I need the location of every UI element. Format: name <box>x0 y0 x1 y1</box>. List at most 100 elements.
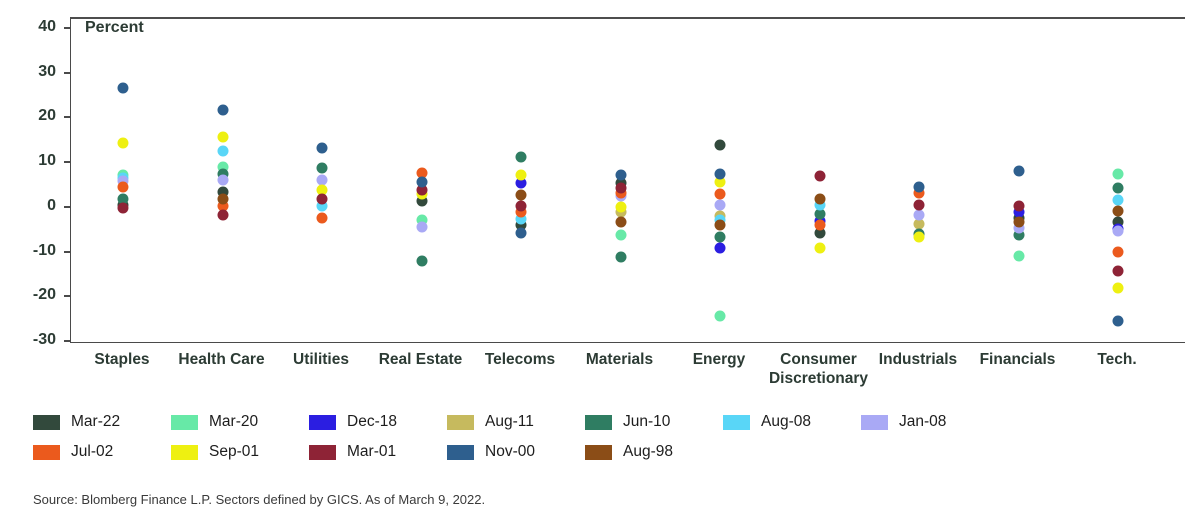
data-point <box>416 221 427 233</box>
data-point <box>714 310 726 322</box>
data-point <box>217 145 228 157</box>
x-category-label: Consumer Discretionary <box>768 351 869 388</box>
data-point <box>1112 194 1124 206</box>
data-point <box>217 168 228 180</box>
data-point <box>814 199 825 211</box>
data-point <box>117 82 129 94</box>
x-category-label: Materials <box>585 351 654 368</box>
data-point <box>217 161 228 173</box>
y-tick-label: -20 <box>32 286 56 304</box>
data-point <box>615 229 626 241</box>
x-category-label: Tech. <box>1097 351 1137 368</box>
data-point <box>217 131 228 143</box>
data-point <box>515 213 527 225</box>
data-point <box>714 139 726 151</box>
x-category-label: Health Care <box>178 351 265 368</box>
y-tick-label: -30 <box>32 331 56 348</box>
data-point <box>515 177 527 189</box>
data-point <box>814 219 825 231</box>
y-tick-label: 40 <box>38 18 56 35</box>
data-point <box>1112 182 1124 194</box>
legend-row: Mar-22 Mar-20 Dec-18 Aug-11 Jun-10 Aug-08 Jan-… <box>33 413 999 431</box>
data-point <box>416 214 427 226</box>
legend-item: Sep-01 <box>171 443 309 461</box>
legend-label: Nov-00 <box>485 443 535 460</box>
data-point <box>714 188 726 200</box>
data-point <box>913 231 925 243</box>
data-point <box>117 193 129 205</box>
data-point <box>117 202 129 214</box>
data-point <box>814 170 825 182</box>
data-point <box>515 169 527 181</box>
data-point <box>416 255 427 267</box>
legend-swatch-icon <box>447 414 474 430</box>
legend-label: Mar-22 <box>71 413 121 430</box>
data-point <box>913 209 925 221</box>
data-point <box>1112 168 1124 180</box>
x-category-label: Financials <box>979 351 1056 368</box>
legend-item: Nov-00 <box>447 443 585 461</box>
data-point <box>316 162 328 174</box>
data-point <box>217 104 228 116</box>
data-point <box>316 212 328 224</box>
data-point <box>316 193 328 205</box>
legend-label: Aug-11 <box>485 413 534 430</box>
y-tick-mark <box>64 71 71 74</box>
source-note: Source: Blomberg Finance L.P. Sectors de… <box>33 492 486 507</box>
data-point <box>714 176 726 188</box>
data-point <box>515 151 527 163</box>
y-tick-label: 30 <box>38 62 56 80</box>
data-point <box>515 206 527 218</box>
x-category-label: Real Estate <box>378 351 463 368</box>
data-point <box>515 189 527 201</box>
data-point <box>1013 206 1024 218</box>
legend-swatch-icon <box>447 444 474 460</box>
x-category-label: Staples <box>94 351 150 368</box>
y-tick-mark <box>64 161 71 164</box>
data-point <box>1112 315 1124 327</box>
data-point <box>814 242 825 254</box>
data-point <box>615 182 626 194</box>
legend-swatch-icon <box>171 444 198 460</box>
data-point <box>316 174 328 186</box>
legend-swatch-icon <box>861 414 888 430</box>
legend-label: Mar-20 <box>209 413 259 430</box>
data-point <box>913 218 925 230</box>
data-point <box>615 169 626 181</box>
data-point <box>316 184 328 196</box>
data-point <box>217 193 228 205</box>
legend-item: Jan-08 <box>861 413 999 431</box>
legend-label: Aug-98 <box>623 443 673 460</box>
legend-item: Dec-18 <box>309 413 447 431</box>
data-point <box>416 184 427 196</box>
data-point <box>615 216 626 228</box>
data-point <box>1112 225 1124 237</box>
data-point <box>1112 282 1124 294</box>
x-category-label: Energy <box>692 351 746 368</box>
x-axis-labels: Staples Health Care Utilities Real Estate Te… <box>70 350 1185 392</box>
legend-swatch-icon <box>309 444 336 460</box>
zero-baseline <box>71 17 1185 19</box>
data-point <box>714 231 726 243</box>
data-point <box>714 219 726 231</box>
legend-swatch-icon <box>33 414 60 430</box>
data-point <box>814 227 825 239</box>
y-tick-label: -10 <box>32 241 56 259</box>
y-tick-mark <box>64 116 71 119</box>
data-point <box>714 199 726 211</box>
legend-item: Aug-08 <box>723 413 861 431</box>
data-point <box>416 195 427 207</box>
data-point <box>217 186 228 198</box>
data-point <box>814 208 825 220</box>
legend-label: Aug-08 <box>761 413 811 430</box>
data-point <box>913 199 925 211</box>
legend-swatch-icon <box>171 414 198 430</box>
data-point <box>814 193 825 205</box>
data-point <box>1013 200 1024 212</box>
y-tick-mark <box>64 340 71 342</box>
data-point <box>316 142 328 154</box>
data-point <box>1013 165 1024 177</box>
legend: Mar-22 Mar-20 Dec-18 Aug-11 Jun-10 Aug-08 Jan-… <box>33 413 999 461</box>
data-point <box>1112 205 1124 217</box>
